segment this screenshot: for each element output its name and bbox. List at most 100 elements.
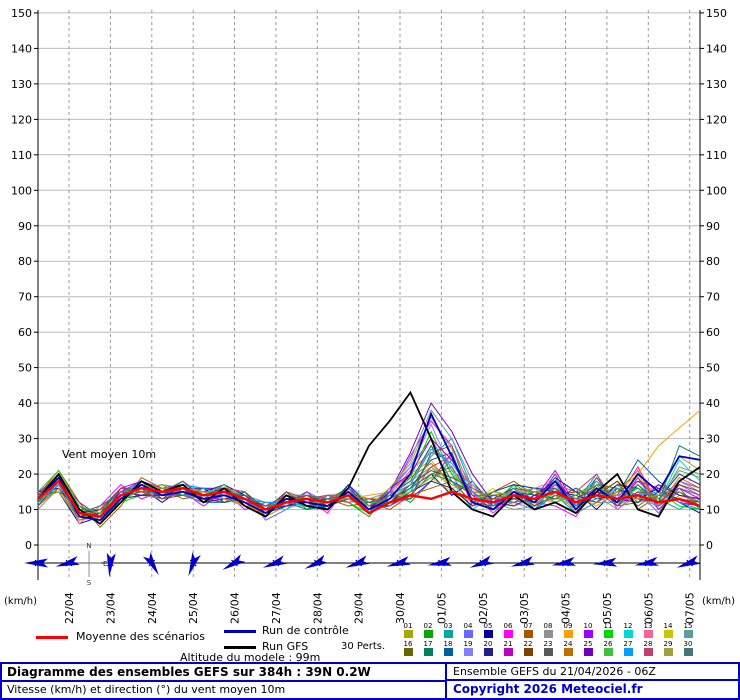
pert-number: 01	[403, 622, 413, 630]
footer-right-box: Ensemble GEFS du 21/04/2026 - 06Z Copyri…	[447, 662, 740, 700]
pert-number: 02	[423, 622, 433, 630]
pert-color-chip	[663, 630, 673, 638]
pert-color-chip	[543, 630, 553, 638]
y-axis-tick-label: 40	[706, 397, 720, 410]
pert-color-chip	[423, 630, 433, 638]
wind-direction-arrow-icon	[386, 556, 411, 567]
mean-line-sample	[36, 636, 68, 639]
pert-legend-cell: 12	[618, 622, 638, 638]
pert-number: 25	[583, 640, 593, 648]
wind-direction-arrow-icon	[469, 555, 494, 568]
pert-color-chip	[403, 630, 413, 638]
wind-direction-arrow-icon	[676, 555, 701, 568]
compass-e-label: E	[103, 560, 107, 568]
pert-legend-cell: 03	[438, 622, 458, 638]
pert-number: 03	[443, 622, 453, 630]
gfs-line-sample	[224, 646, 256, 649]
pert-legend-cell: 21	[498, 640, 518, 656]
pert-color-chip	[583, 648, 593, 656]
diagram-subtitle: Vitesse (km/h) et direction (°) du vent …	[7, 683, 286, 696]
y-axis-tick-label: 20	[18, 468, 32, 481]
pert-number: 12	[623, 622, 633, 630]
wind-direction-arrow-icon	[345, 555, 370, 568]
pert-legend-cell: 05	[478, 622, 498, 638]
footer-left-box: Diagramme des ensembles GEFS sur 384h : …	[0, 662, 447, 700]
y-axis-tick-label: 140	[706, 42, 727, 55]
pert-number: 08	[543, 622, 553, 630]
pert-number: 30	[683, 640, 693, 648]
perturbations-legend-row-1: 01 02 03 04 05 06 07 08 09 10 11 12 13 14 15	[398, 622, 698, 638]
pert-legend-cell: 17	[418, 640, 438, 656]
pert-legend-cell: 04	[458, 622, 478, 638]
wind-direction-arrow-icon	[551, 556, 577, 566]
pert-color-chip	[523, 648, 533, 656]
ensemble-member-line	[37, 409, 701, 525]
y-axis-tick-label: 0	[25, 539, 32, 552]
pert-legend-cell: 11	[598, 622, 618, 638]
pert-color-chip	[683, 630, 693, 638]
pert-number: 21	[503, 640, 513, 648]
date-label: 03/05	[518, 592, 531, 624]
pert-number: 09	[563, 622, 573, 630]
unit-label-left: (km/h)	[4, 596, 37, 607]
pert-color-chip	[563, 630, 573, 638]
pert-number: 15	[683, 622, 693, 630]
wind-direction-arrow-icon	[304, 554, 329, 569]
pert-legend-cell: 22	[518, 640, 538, 656]
footer-bar: Diagramme des ensembles GEFS sur 384h : …	[0, 662, 740, 700]
pert-legend-cell: 30	[678, 640, 698, 656]
pert-number: 27	[623, 640, 633, 648]
y-axis-tick-label: 60	[18, 326, 32, 339]
wind-direction-arrow-icon	[55, 556, 80, 567]
y-axis-tick-label: 80	[706, 255, 720, 268]
y-axis-tick-label: 70	[706, 291, 720, 304]
pert-legend-cell: 19	[458, 640, 478, 656]
y-axis-tick-label: 150	[706, 7, 727, 20]
pert-number: 20	[483, 640, 493, 648]
y-axis-tick-label: 60	[706, 326, 720, 339]
y-axis-tick-label: 50	[706, 362, 720, 375]
y-axis-tick-label: 120	[11, 113, 32, 126]
y-axis-tick-label: 50	[18, 362, 32, 375]
wind-direction-arrow-icon	[592, 557, 618, 567]
pert-legend-cell: 13	[638, 622, 658, 638]
pert-number: 07	[523, 622, 533, 630]
pert-number: 16	[403, 640, 413, 648]
date-label: 29/04	[353, 592, 366, 624]
mean-line-label: Moyenne des scénarios	[76, 630, 205, 643]
pert-number: 26	[603, 640, 613, 648]
chart-area: 0 0 10 10 20 20 30 30 40 40 50 50 60 60 70 70 80 80 90 90 10…	[4, 7, 735, 624]
wind-direction-arrow-icon	[142, 552, 159, 576]
y-axis-tick-label: 100	[706, 184, 727, 197]
pert-legend-cell: 23	[538, 640, 558, 656]
pert-number: 04	[463, 622, 473, 630]
date-label: 22/04	[63, 592, 76, 624]
pert-legend-cell: 27	[618, 640, 638, 656]
pert-color-chip	[623, 630, 633, 638]
pert-color-chip	[423, 648, 433, 656]
date-label: 27/04	[270, 592, 283, 624]
date-label: 24/04	[146, 592, 159, 624]
pert-legend-cell: 14	[658, 622, 678, 638]
y-axis-tick-label: 130	[706, 78, 727, 91]
chart-title: Vent moyen 10m	[62, 448, 156, 461]
date-label: 26/04	[229, 592, 242, 624]
pert-legend-cell: 25	[578, 640, 598, 656]
date-label: 02/05	[477, 592, 490, 624]
pert-number: 11	[603, 622, 613, 630]
pert-number: 28	[643, 640, 653, 648]
pert-color-chip	[463, 630, 473, 638]
y-axis-tick-label: 140	[11, 42, 32, 55]
y-axis-tick-label: 80	[18, 255, 32, 268]
pert-legend-cell: 06	[498, 622, 518, 638]
wind-direction-arrow-icon	[262, 555, 287, 568]
y-axis-tick-label: 130	[11, 78, 32, 91]
pert-number: 23	[543, 640, 553, 648]
y-axis-tick-label: 70	[18, 291, 32, 304]
y-axis-tick-label: 90	[706, 220, 720, 233]
y-axis-tick-label: 100	[11, 184, 32, 197]
pert-color-chip	[623, 648, 633, 656]
pert-legend-cell: 08	[538, 622, 558, 638]
pert-color-chip	[603, 648, 613, 656]
ensemble-member-line	[37, 455, 701, 518]
